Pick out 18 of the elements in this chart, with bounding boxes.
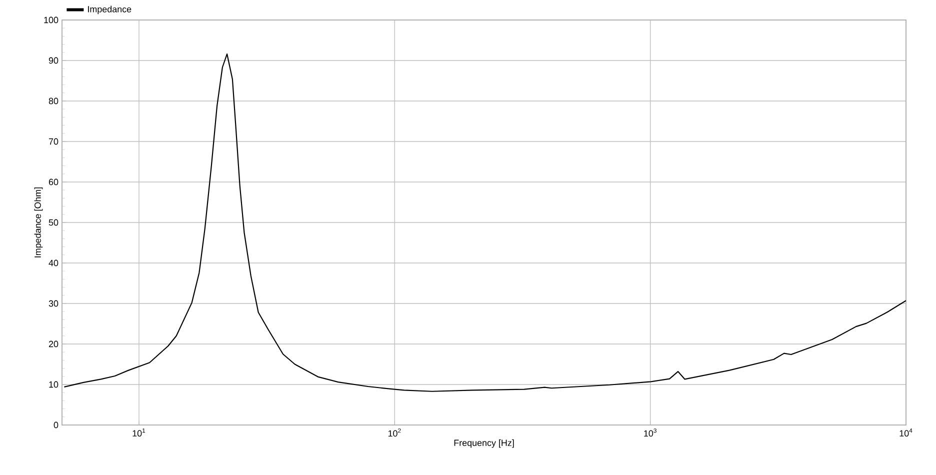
- y-tick-label: 70: [48, 138, 58, 145]
- x-tick-label: 10$^{4}$: [900, 428, 912, 437]
- x-tick-label: 10$^{2}$: [388, 428, 401, 437]
- y-tick-label: 10: [49, 381, 58, 388]
- x-axis-title: Frequency [Hz]: [454, 439, 514, 448]
- legend-label: Impedance: [88, 6, 132, 14]
- x-tick-label: 10$^{1}$: [132, 428, 146, 437]
- y-tick-label: 100: [44, 16, 58, 24]
- y-tick-label: 40: [48, 260, 58, 266]
- x-tick-label: 10$^{3}$: [644, 428, 656, 437]
- y-tick-label: 0: [54, 422, 58, 428]
- y-tick-label: 90: [48, 57, 58, 64]
- y-tick-label: 20: [48, 340, 58, 348]
- y-tick-label: 30: [48, 300, 58, 307]
- y-tick-label: 60: [48, 178, 58, 186]
- y-tick-label: 80: [48, 98, 58, 104]
- y-tick-label: 50: [48, 219, 58, 226]
- y-axis-title: Impedance [Ohm]: [34, 187, 43, 258]
